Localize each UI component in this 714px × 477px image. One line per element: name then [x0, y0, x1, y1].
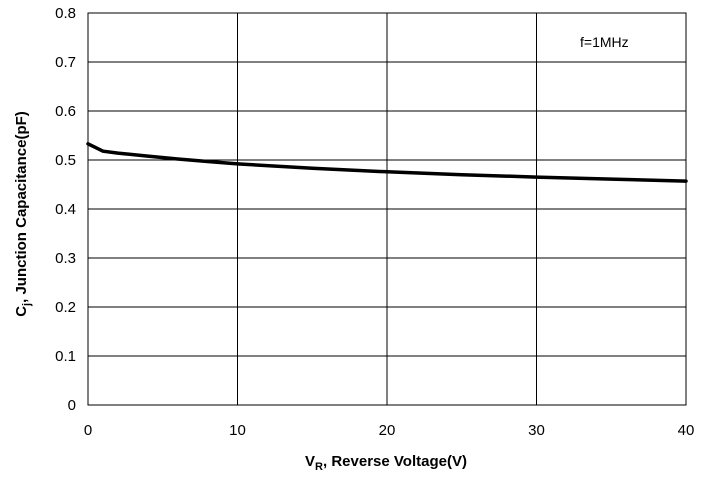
x-axis-title-rest: , Reverse Voltage(V): [323, 453, 467, 470]
y-axis-title-rest: , Junction Capacitance(pF): [13, 111, 30, 303]
x-tick-label-0: 0: [84, 422, 92, 439]
y-tick-label-1: 0.1: [55, 348, 76, 365]
x-tick-labels: 0 10 20 30 40: [84, 422, 695, 439]
series-line-0: [86, 142, 688, 183]
y-tick-labels: 0 0.1 0.2 0.3 0.4 0.5 0.6 0.7 0.8: [55, 5, 76, 414]
x-tick-label-2: 20: [379, 422, 396, 439]
y-tick-label-3: 0.3: [55, 250, 76, 267]
y-tick-label-2: 0.2: [55, 299, 76, 316]
y-tick-label-5: 0.5: [55, 152, 76, 169]
y-tick-label-6: 0.6: [55, 103, 76, 120]
x-axis-title-subscript: R: [315, 461, 323, 473]
x-tick-label-4: 40: [678, 422, 695, 439]
x-axis-title-main: V: [305, 453, 315, 470]
y-tick-label-8: 0.8: [55, 5, 76, 22]
x-tick-label-3: 30: [528, 422, 545, 439]
y-tick-label-7: 0.7: [55, 54, 76, 71]
series-layer: [86, 142, 688, 183]
y-tick-label-4: 0.4: [55, 201, 76, 218]
x-tick-label-1: 10: [229, 422, 246, 439]
y-axis-title-main: C: [13, 306, 30, 317]
y-axis-title: Cj, Junction Capacitance(pF): [13, 111, 33, 317]
y-tick-label-0: 0: [68, 397, 76, 414]
frequency-annotation: f=1MHz: [580, 34, 629, 50]
x-axis-title: VR, Reverse Voltage(V): [305, 453, 467, 473]
y-axis-title-subscript: j: [21, 303, 33, 307]
grid-lines: [87, 12, 687, 406]
plot-frame: [87, 12, 687, 406]
